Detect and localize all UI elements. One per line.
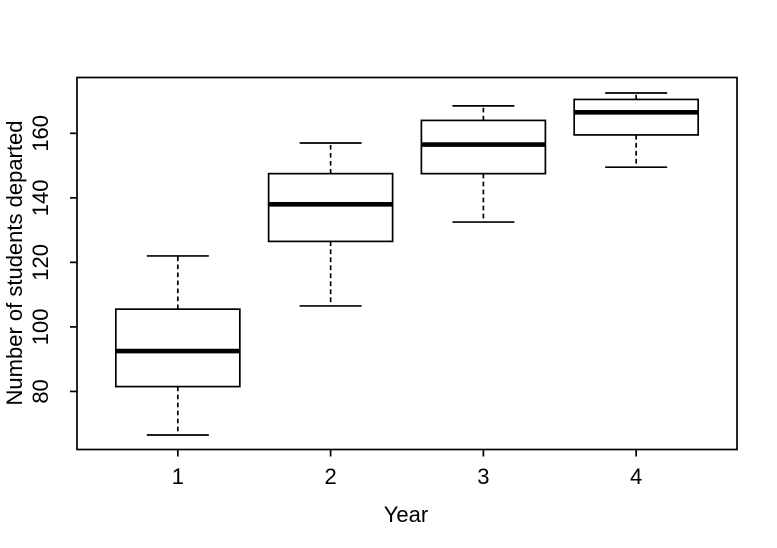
x-tick-label: 4 (630, 464, 642, 489)
box-year-2 (267, 172, 394, 243)
x-tick-label: 2 (324, 464, 336, 489)
x-axis-title: Year (383, 502, 429, 527)
y-tick-label: 140 (28, 179, 53, 216)
y-tick-label: 80 (28, 379, 53, 403)
y-tick-label: 100 (28, 309, 53, 346)
box-year-4 (573, 98, 700, 136)
y-tick-label: 120 (28, 244, 53, 281)
box-year-1 (114, 308, 241, 388)
y-axis-title: Number of students departed (2, 120, 27, 406)
plot-frame (76, 76, 738, 451)
y-tick-label: 160 (28, 115, 53, 152)
x-tick-label: 1 (172, 464, 184, 489)
box-year-3 (420, 119, 547, 175)
x-tick-label: 3 (477, 464, 489, 489)
